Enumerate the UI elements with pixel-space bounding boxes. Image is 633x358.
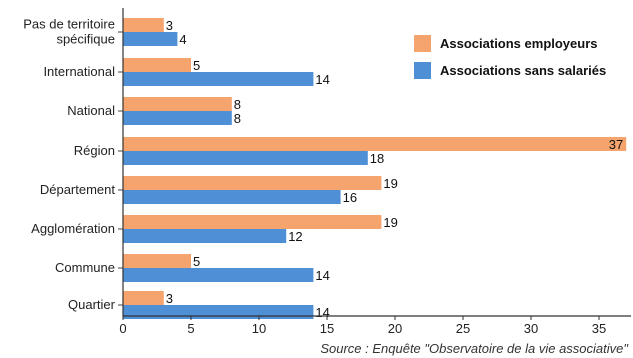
data-label: 14 — [315, 72, 329, 87]
bar-employeurs — [123, 254, 191, 268]
bar-sans-salaries — [123, 268, 314, 282]
legend-label: Associations employeurs — [440, 36, 598, 51]
x-tick-label: 20 — [388, 321, 402, 336]
data-label: 16 — [343, 190, 357, 205]
bar-sans-salaries — [123, 32, 178, 46]
bar-employeurs — [123, 137, 627, 151]
category-label: spécifique — [56, 32, 115, 47]
data-label: 12 — [288, 229, 302, 244]
legend-swatch — [414, 62, 431, 79]
x-tick-label: 30 — [524, 321, 538, 336]
category-label: Région — [74, 143, 115, 158]
x-tick-label: 15 — [320, 321, 334, 336]
bar-sans-salaries — [123, 111, 232, 125]
data-label: 37 — [609, 137, 623, 152]
category-label: Département — [40, 182, 116, 197]
category-label: Quartier — [68, 297, 116, 312]
data-label: 19 — [383, 176, 397, 191]
legend: Associations employeurs Associations sans… — [414, 35, 606, 79]
bar-employeurs — [123, 18, 164, 32]
axes-group: 0 5 10 15 20 25 30 35 — [118, 8, 631, 336]
data-label: 14 — [315, 305, 329, 320]
bar-employeurs — [123, 58, 191, 72]
x-tick-label: 10 — [252, 321, 266, 336]
category-label: National — [67, 103, 115, 118]
x-tick-label: 5 — [187, 321, 194, 336]
category-label: Pas de territoire — [23, 17, 115, 32]
data-label: 8 — [234, 111, 241, 126]
data-label: 8 — [234, 97, 241, 112]
category-label: Commune — [55, 260, 115, 275]
x-tick-label: 35 — [592, 321, 606, 336]
data-label: 3 — [166, 291, 173, 306]
data-label: 4 — [179, 32, 186, 47]
bar-sans-salaries — [123, 190, 341, 204]
legend-swatch — [414, 35, 431, 52]
data-label: 19 — [383, 215, 397, 230]
bar-sans-salaries — [123, 305, 314, 319]
category-label: International — [43, 64, 115, 79]
data-label: 5 — [193, 58, 200, 73]
bar-employeurs — [123, 176, 382, 190]
data-label: 5 — [193, 254, 200, 269]
bar-sans-salaries — [123, 229, 287, 243]
legend-label: Associations sans salariés — [440, 63, 606, 78]
bar-employeurs — [123, 291, 164, 305]
source-note: Source : Enquête "Observatoire de la vie… — [320, 341, 629, 356]
category-label: Agglomération — [31, 221, 115, 236]
bars-group — [123, 18, 627, 319]
bar-sans-salaries — [123, 72, 314, 86]
data-label: 18 — [370, 151, 384, 166]
data-label: 3 — [166, 18, 173, 33]
data-label: 14 — [315, 268, 329, 283]
x-tick-label: 0 — [119, 321, 126, 336]
bar-employeurs — [123, 215, 382, 229]
x-tick-label: 25 — [456, 321, 470, 336]
bar-employeurs — [123, 97, 232, 111]
bar-sans-salaries — [123, 151, 368, 165]
